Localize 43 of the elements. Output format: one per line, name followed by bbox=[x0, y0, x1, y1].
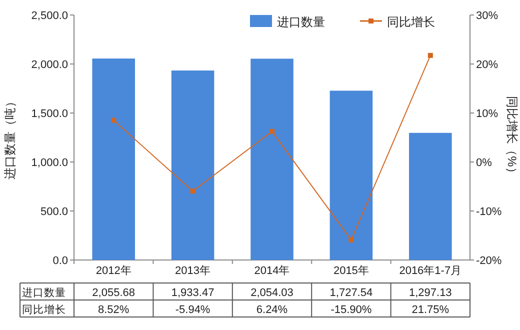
point bbox=[190, 188, 196, 194]
data-label: 1,297.13 bbox=[408, 287, 452, 299]
y2-tick-label: 10% bbox=[476, 108, 498, 120]
y-tick-label: 1,500.0 bbox=[31, 108, 68, 120]
y-tick-label: 0.0 bbox=[52, 255, 68, 267]
legend-label: 同比增长 bbox=[387, 15, 435, 29]
y2-tick-label: 20% bbox=[476, 59, 498, 71]
y-tick-label: 2,000.0 bbox=[31, 59, 68, 71]
x-tick-label: 2016年1-7月 bbox=[399, 265, 462, 277]
text: 进口数量 bbox=[22, 287, 66, 299]
x-tick-label: 2013年 bbox=[175, 265, 211, 277]
text: 同比增长 bbox=[22, 304, 66, 316]
data-label: 1,933.47 bbox=[171, 287, 214, 299]
point bbox=[348, 237, 354, 242]
bar bbox=[92, 58, 135, 260]
x-tick-label: 2015年 bbox=[333, 265, 369, 277]
point bbox=[428, 52, 433, 58]
data-label: -15.90% bbox=[330, 304, 372, 316]
bar bbox=[409, 132, 452, 260]
x-tick-label: 2012年 bbox=[96, 265, 132, 277]
y-tick-label: 2,500.0 bbox=[31, 10, 68, 22]
bar bbox=[330, 90, 373, 260]
x-tick-label: 2014年 bbox=[254, 265, 290, 277]
data-label: -5.94% bbox=[175, 304, 210, 316]
data-label: 6.24% bbox=[256, 304, 288, 316]
legend-label: 进口数量 bbox=[277, 15, 325, 29]
data-label: 2,054.03 bbox=[250, 287, 294, 299]
point bbox=[270, 128, 274, 134]
y2-tick-label: 0% bbox=[476, 157, 492, 169]
point bbox=[111, 118, 116, 123]
y-axis-title: 进口数量（吨） bbox=[3, 96, 17, 180]
data-label: 2,055.68 bbox=[92, 287, 136, 299]
y2-axis-title: 同比增长（%） bbox=[505, 96, 519, 179]
y-tick-label: 1,000.0 bbox=[31, 157, 68, 169]
bar bbox=[171, 70, 214, 260]
y2-tick-label: -20% bbox=[476, 255, 502, 267]
y2-tick-label: 30% bbox=[476, 10, 498, 22]
data-label: 1,727.54 bbox=[330, 287, 373, 299]
y-tick-label: 500.0 bbox=[40, 206, 68, 218]
y2-tick-label: -10% bbox=[476, 206, 502, 218]
data-label: 8.52% bbox=[98, 304, 130, 316]
data-label: 21.75% bbox=[412, 304, 450, 316]
bar bbox=[250, 58, 294, 260]
